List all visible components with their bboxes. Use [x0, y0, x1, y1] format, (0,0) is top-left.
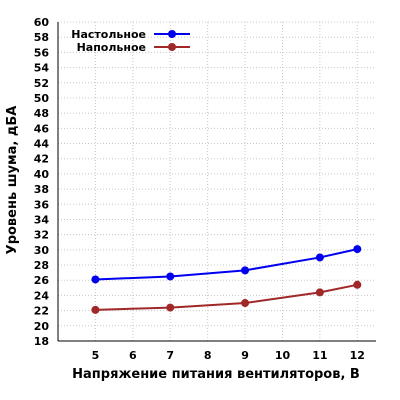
y-tick-label: 34: [34, 213, 50, 226]
y-tick-label: 20: [34, 320, 50, 333]
data-point: [353, 280, 362, 289]
data-point: [241, 266, 250, 275]
y-tick-label: 60: [34, 16, 50, 29]
y-tick-label: 50: [34, 92, 50, 105]
series-line-1: [95, 248, 358, 281]
legend-swatch-marker: [168, 30, 176, 38]
x-tick-label: 9: [241, 349, 249, 362]
y-tick-label: 30: [34, 244, 50, 257]
x-tick-label: 7: [166, 349, 174, 362]
series-group: [91, 245, 362, 314]
y-tick-label: 36: [34, 198, 50, 211]
y-tick-label: 42: [34, 153, 49, 166]
series-line-2: [95, 283, 358, 311]
x-tick-label: 12: [350, 349, 365, 362]
y-tick-label: 38: [34, 183, 49, 196]
y-tick-label: 46: [34, 122, 50, 135]
data-point: [166, 303, 175, 312]
y-tick-label: 40: [34, 168, 50, 181]
y-axis-title: Уровень шума, дБА: [5, 106, 20, 255]
legend-swatch-marker: [168, 43, 176, 51]
data-point: [241, 299, 250, 308]
x-tick-label: 11: [312, 349, 327, 362]
y-tick-label: 24: [34, 289, 50, 302]
y-tick-label: 32: [34, 229, 49, 242]
y-tick-label: 26: [34, 274, 50, 287]
data-point: [315, 253, 324, 262]
y-tick-label: 56: [34, 46, 50, 59]
y-tick-label: 58: [34, 31, 49, 44]
legend-label: Настольное: [71, 28, 146, 41]
x-tick-labels: 5 6 7 8 9 10 11 12: [92, 349, 365, 362]
y-tick-label: 52: [34, 77, 49, 90]
data-point: [166, 272, 175, 281]
y-tick-labels: 18 20 22 24 26 28 30 32 34 36 38 40 42 44 46 48 50 52 54 56…: [34, 16, 50, 348]
data-point: [91, 275, 100, 284]
grid: [57, 21, 376, 342]
data-point: [353, 245, 362, 254]
y-tick-label: 22: [34, 305, 49, 318]
y-tick-label: 54: [34, 62, 50, 75]
x-axis-title: Напряжение питания вентиляторов, В: [72, 367, 360, 382]
x-tick-label: 10: [275, 349, 291, 362]
data-point: [91, 305, 100, 314]
y-tick-label: 44: [34, 138, 50, 151]
x-tick-label: 5: [92, 349, 100, 362]
x-tick-label: 8: [204, 349, 212, 362]
x-tick-label: 6: [129, 349, 137, 362]
legend-label: Напольное: [77, 41, 146, 54]
data-point: [315, 288, 324, 297]
y-tick-label: 28: [34, 259, 49, 272]
y-tick-label: 18: [34, 335, 49, 348]
y-tick-label: 48: [34, 107, 49, 120]
